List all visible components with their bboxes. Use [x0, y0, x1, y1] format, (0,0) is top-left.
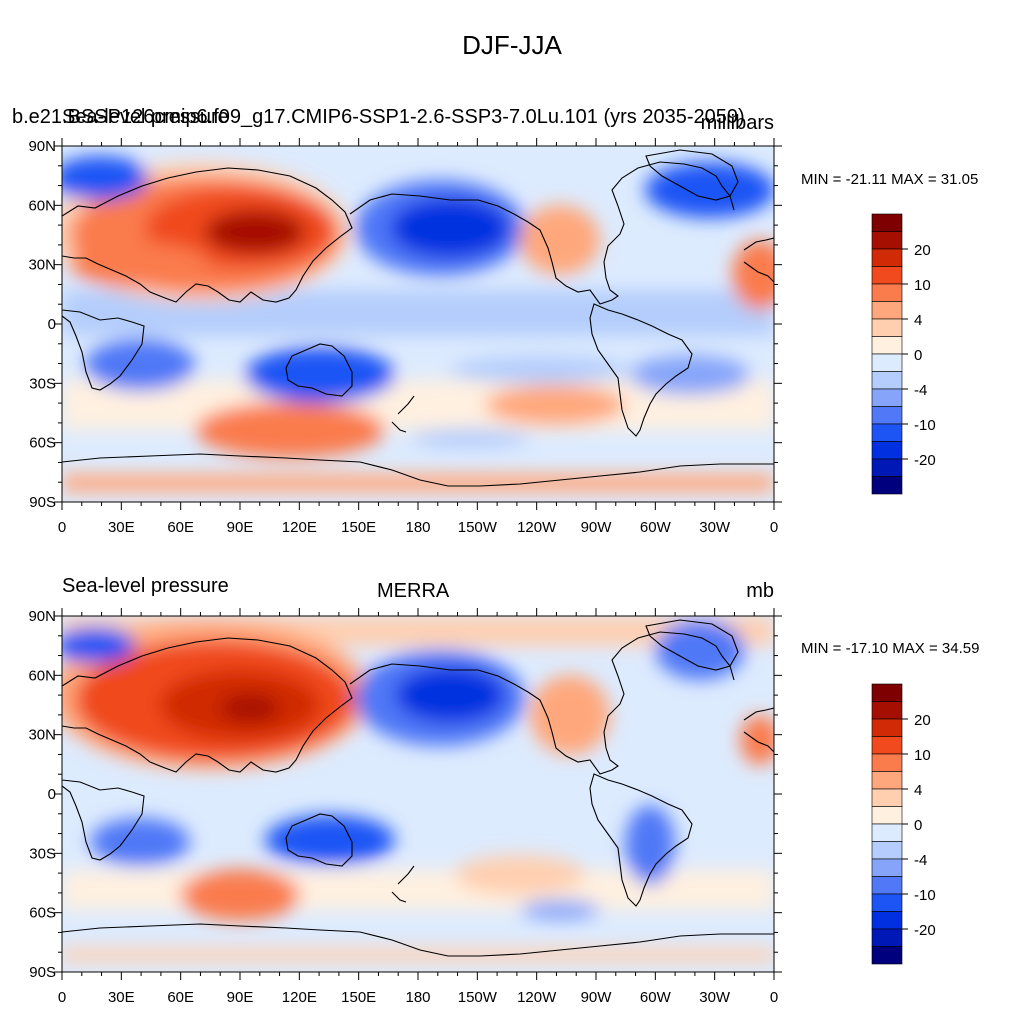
- panel-1-colorbar-label: 10: [914, 277, 931, 294]
- panel-1-x-tick-label: 90E: [227, 519, 254, 536]
- panel-2-colorbar-swatch: [871, 788, 903, 807]
- panel-2-colorbar-swatch: [871, 876, 903, 895]
- panel-1-colorbar-swatch: [871, 213, 903, 232]
- panel-2-colorbar-label: 20: [914, 712, 931, 729]
- panel-2-colorbar-label: -10: [914, 887, 936, 904]
- panel-2-colorbar-swatch: [871, 701, 903, 720]
- panel-1-colorbar-swatch: [871, 353, 903, 372]
- panel-1-colorbar-swatch: [871, 423, 903, 442]
- panel-1-colorbar-swatch: [871, 266, 903, 285]
- panel-1-y-tick-label: 60S: [29, 435, 56, 452]
- panel-1-x-tick-label: 60W: [640, 519, 672, 536]
- panel-1-colorbar-swatch: [871, 406, 903, 425]
- panel-1-colorbar-label: -20: [914, 452, 936, 469]
- panel-1-colorbar-swatch: [871, 301, 903, 320]
- panel-2-map: 0 30E 60E 90E 120E 150E 180 150W 120W 90W 60W 30W 09…: [28, 608, 782, 1006]
- panel-2-x-tick-label: 30W: [699, 989, 731, 1006]
- panel-2-x-tick-label: 0: [770, 989, 778, 1006]
- panel-1-colorbar-swatch: [871, 283, 903, 302]
- panel-2-title-center: MERRA: [377, 580, 450, 602]
- panel-2-colorbar-swatch: [871, 736, 903, 755]
- panel-1-colorbar: 20 10 4 0 -4 -10 -20: [871, 213, 936, 495]
- panel-1-colorbar-label: -4: [914, 382, 927, 399]
- panel-2-colorbar-label: -4: [914, 852, 927, 869]
- panel-1-min-max: MIN = -21.11 MAX = 31.05: [801, 171, 979, 188]
- panel-1-title-left: Sea-level pressure: [62, 106, 229, 128]
- panel-2-x-tick-label: 150E: [341, 989, 376, 1006]
- panel-1-x-tick-label: 30E: [108, 519, 135, 536]
- panel-1-y-tick-label: 90S: [29, 494, 56, 511]
- panel-1-y-tick-label: 30S: [29, 375, 56, 392]
- panel-2-colorbar-label: 0: [914, 817, 922, 834]
- panel-2-x-tick-label: 60E: [167, 989, 194, 1006]
- panel-1-colorbar-label: 4: [914, 312, 922, 329]
- panel-1-colorbar-swatch: [871, 458, 903, 477]
- panel-2-x-tick-label: 120W: [517, 989, 557, 1006]
- panel-1-y-tick-label: 90N: [28, 138, 56, 155]
- panel-2-colorbar-swatch: [871, 841, 903, 860]
- panel-1-map: 0 30E 60E 90E 120E 150E 180 150W 120W 90W 60W 30W 09…: [28, 138, 782, 536]
- panel-2-colorbar-swatch: [871, 823, 903, 842]
- panel-2-y-tick-label: 90N: [28, 608, 56, 625]
- panel-1-x-tick-label: 180: [405, 519, 430, 536]
- panel-2-x-tick-label: 180: [405, 989, 430, 1006]
- panel-2-title-left: Sea-level pressure: [62, 575, 229, 597]
- panel-2-x-tick-label: 120E: [282, 989, 317, 1006]
- panel-2-x-tick-label: 0: [58, 989, 66, 1006]
- panel-2-y-tick-label: 0: [48, 786, 56, 803]
- panel-1-x-tick-label: 30W: [699, 519, 731, 536]
- panel-1-colorbar-swatch: [871, 371, 903, 390]
- panel-1-colorbar-label: -10: [914, 417, 936, 434]
- panel-1-x-tick-label: 150E: [341, 519, 376, 536]
- panel-2-colorbar: 20 10 4 0 -4 -10 -20: [871, 683, 936, 965]
- panel-2-units: mb: [746, 580, 774, 602]
- panel-2-x-tick-label: 30E: [108, 989, 135, 1006]
- panel-1-x-tick-label: 90W: [581, 519, 613, 536]
- panel-1-units: millibars: [700, 112, 774, 134]
- panel-1-x-tick-label: 120E: [282, 519, 317, 536]
- panel-1-y-tick-label: 30N: [28, 257, 56, 274]
- panel-2-colorbar-swatch: [871, 946, 903, 965]
- panel-2-colorbar-swatch: [871, 718, 903, 737]
- panel-2-y-tick-label: 30S: [29, 845, 56, 862]
- panel-2-colorbar-swatch: [871, 893, 903, 912]
- panel-1-colorbar-swatch: [871, 318, 903, 337]
- panel-2-colorbar-label: 10: [914, 747, 931, 764]
- panel-1-colorbar-swatch: [871, 476, 903, 495]
- panel-2-x-tick-label: 60W: [640, 989, 672, 1006]
- panel-1-x-tick-label: 60E: [167, 519, 194, 536]
- panel-1-x-tick-label: 0: [770, 519, 778, 536]
- panel-2-y-tick-label: 60S: [29, 905, 56, 922]
- panel-1-x-tick-label: 0: [58, 519, 66, 536]
- panel-1-colorbar-swatch: [871, 248, 903, 267]
- panel-2-y-tick-label: 30N: [28, 727, 56, 744]
- panel-2-x-tick-label: 150W: [458, 989, 498, 1006]
- panel-2-colorbar-swatch: [871, 753, 903, 772]
- panel-2-colorbar-swatch: [871, 683, 903, 702]
- panel-2-x-tick-label: 90W: [581, 989, 613, 1006]
- panel-2-x-tick-label: 90E: [227, 989, 254, 1006]
- panel-1-colorbar-swatch: [871, 231, 903, 250]
- panel-1-colorbar-label: 0: [914, 347, 922, 364]
- panel-2-y-tick-label: 90S: [29, 964, 56, 981]
- panel-1-title-center: b.e21.BSSP126cmip6.f09_g17.CMIP6-SSP1-2.…: [12, 106, 745, 128]
- panel-1-y-tick-label: 0: [48, 316, 56, 333]
- panel-1-colorbar-label: 20: [914, 242, 931, 259]
- panel-2-y-tick-label: 60N: [28, 667, 56, 684]
- panel-2-colorbar-swatch: [871, 771, 903, 790]
- panel-1-x-tick-label: 120W: [517, 519, 557, 536]
- panel-2-colorbar-label: 4: [914, 782, 922, 799]
- panel-2-colorbar-swatch: [871, 911, 903, 930]
- figure-title: DJF-JJA: [462, 30, 562, 60]
- panel-2-colorbar-swatch: [871, 858, 903, 877]
- panel-2-colorbar-swatch: [871, 928, 903, 947]
- panel-1-x-tick-label: 150W: [458, 519, 498, 536]
- panel-1-colorbar-swatch: [871, 388, 903, 407]
- panel-2-colorbar-label: -20: [914, 922, 936, 939]
- panel-1-y-tick-label: 60N: [28, 197, 56, 214]
- panel-2-min-max: MIN = -17.10 MAX = 34.59: [801, 640, 980, 657]
- panel-1-colorbar-swatch: [871, 336, 903, 355]
- panel-2-colorbar-swatch: [871, 806, 903, 825]
- panel-1-colorbar-swatch: [871, 441, 903, 460]
